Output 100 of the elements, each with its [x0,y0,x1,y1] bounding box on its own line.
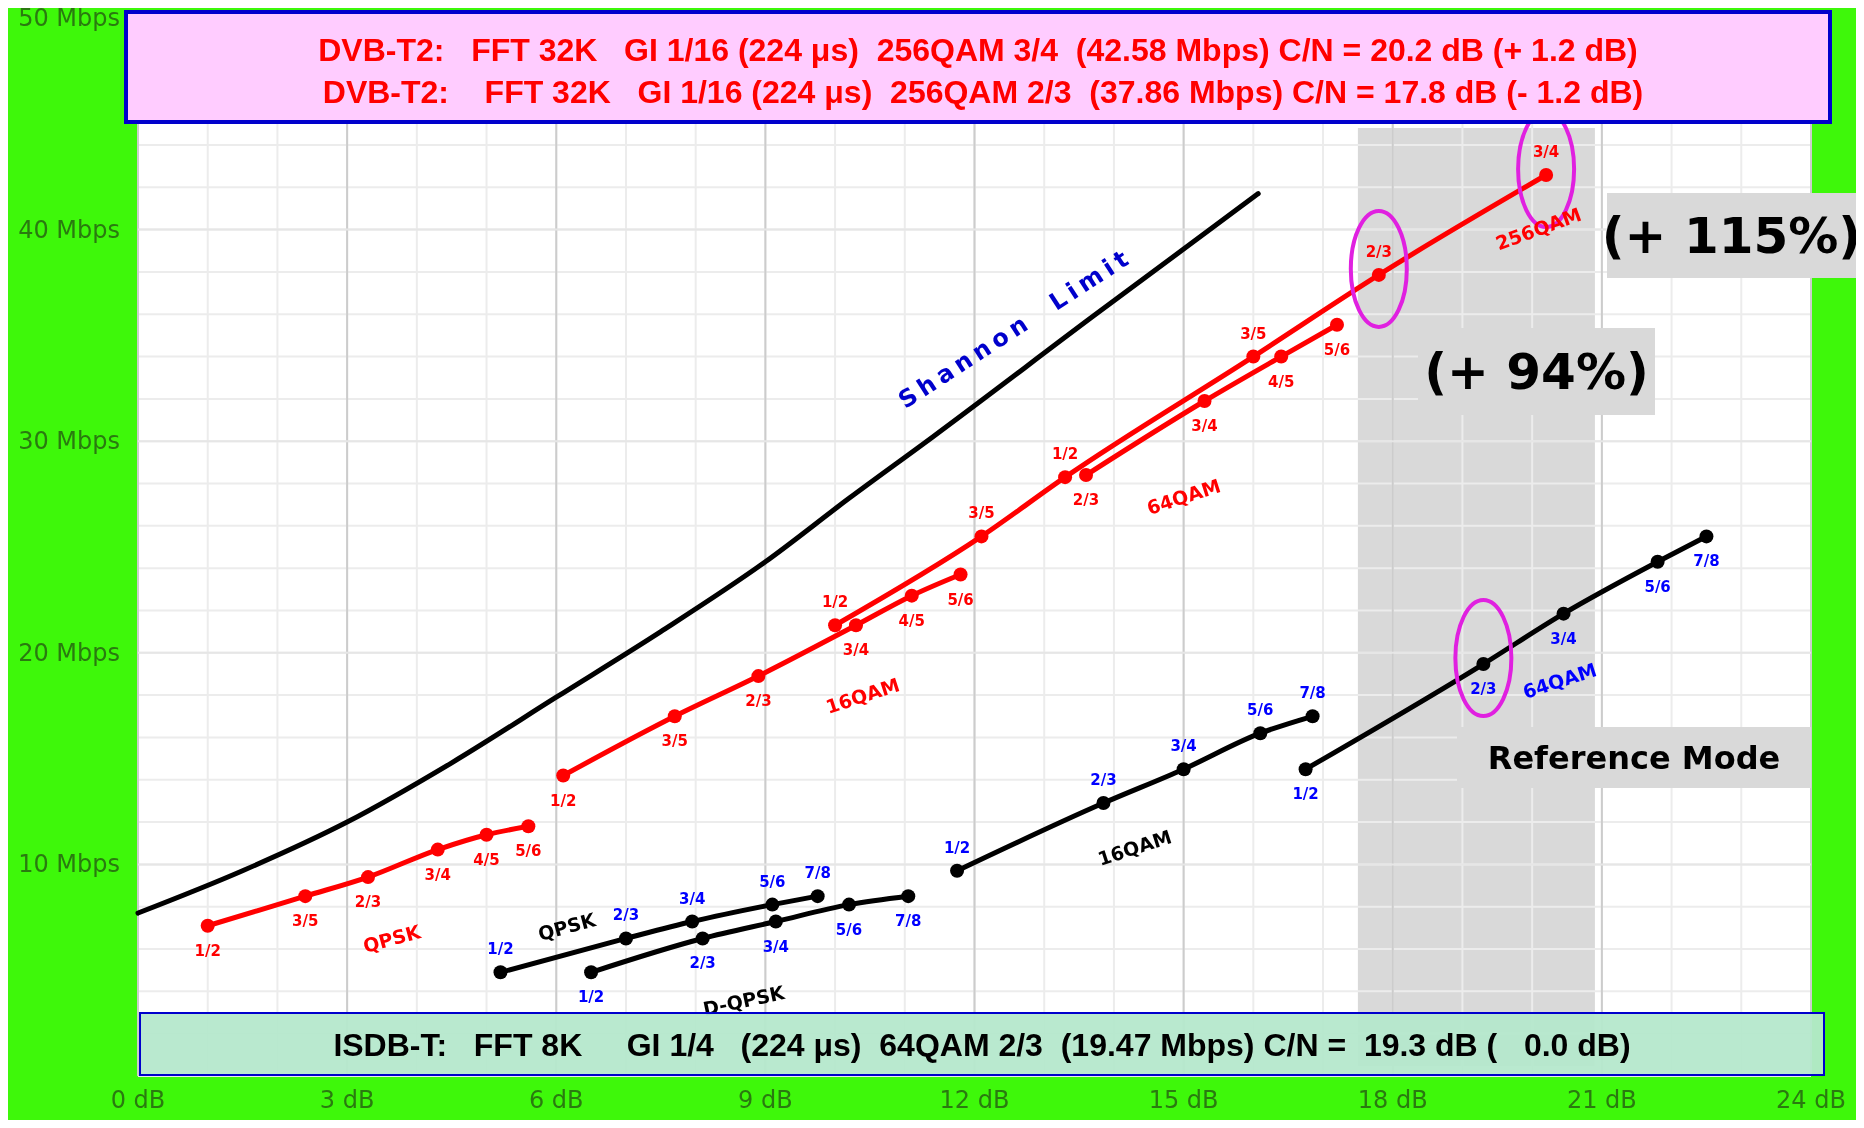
point [1650,554,1665,569]
text: DVB-T2: FFT 32K GI 1/16 (224 μs) 256QAM 2/3 (37.86 Mbps) C/N = 17.8 dB (- 1.2 dB) [322,74,1644,110]
annotation: ISDB-T: FFT 8K GI 1/4 (224 μs) 64QAM 2/3 (19.47 Mbps) C/N = 19.3 dB ( 0.0 dB) [333,1027,1631,1063]
point [1246,349,1261,364]
point [298,889,313,904]
point [556,768,571,783]
chart-title: DVB-T2: FFT 32K GI 1/16 (224 μs) 256QAM 3/4 (42.58 Mbps) C/N = 20.2 dB (+ 1.2 dB) [318,32,1638,68]
annotation: 1/2 [821,593,849,612]
point [751,669,766,684]
x-tick-label: 24 dB [1776,1086,1846,1114]
point [768,914,783,929]
point [1371,267,1386,282]
annotation: 5/6 [1323,340,1351,359]
point [618,931,633,946]
annotation: 2/3 [745,692,772,711]
point [842,897,857,912]
point [695,931,710,946]
annotation: 7/8 [1693,552,1720,571]
annotation: 5/6 [947,590,974,609]
x-tick-label: 15 dB [1148,1086,1219,1114]
annotation: 4/5 [473,850,500,869]
annotation: 1/2 [577,988,605,1007]
annotation: 1/2 [194,941,221,960]
point [1058,470,1073,485]
point [685,914,700,929]
annotation: 1/2 [943,838,971,857]
annotation: 3/4 [762,937,790,956]
annotation: 3/4 [1191,417,1218,435]
annotation: 1/2 [1292,785,1319,804]
annotation: 1/2 [550,791,577,810]
y-tick-label: 30 Mbps [18,427,120,456]
annotation: 7/8 [804,864,831,883]
annotation: 2/3 [354,893,382,912]
point [1298,762,1313,777]
x-tick-label: 3 dB [319,1086,375,1114]
annotation: 2/3 [1090,771,1117,790]
point [828,618,843,633]
point [953,567,968,582]
annotation: 4/5 [1268,372,1295,391]
annotation: QPSK [535,908,599,945]
point [584,965,599,980]
point [901,889,916,904]
point [1079,468,1094,483]
annotation: 7/8 [1299,684,1326,703]
annotation: 2/3 [1365,242,1392,261]
annotation: 3/4 [679,889,706,908]
annotation: 5/6 [1644,577,1671,596]
annotation: 2/3 [1072,491,1100,510]
point [667,709,682,724]
annotation: 5/6 [835,920,863,939]
annotation: 5/6 [759,872,786,891]
annotation: 3/5 [292,912,319,931]
point [1699,529,1714,544]
x-tick-label: 9 dB [738,1086,793,1114]
annotation: 7/8 [895,912,922,931]
annotation: D-QPSK [701,980,788,1020]
annotation: (+ 94%) [1424,342,1649,401]
annotation: 5/6 [1247,701,1274,720]
annotation: 3/4 [424,865,451,884]
y-tick-label: 20 Mbps [18,638,120,667]
point [1274,349,1289,364]
point [430,842,445,857]
x-tick-label: 21 dB [1566,1086,1637,1114]
point [765,897,780,912]
point [1176,762,1191,777]
point [810,889,825,904]
point [1305,709,1320,724]
annotation: 3/4 [1532,143,1560,162]
point [1539,168,1554,183]
point [1197,394,1212,408]
annotation: 3/4 [842,641,870,660]
point [361,870,376,885]
point [200,918,215,933]
y-tick-label: 50 Mbps [18,4,120,32]
annotation: Reference Mode [1487,738,1781,777]
point [1096,796,1111,811]
point [479,827,494,842]
x-tick-label: 18 dB [1357,1086,1428,1114]
x-tick-label: 6 dB [528,1086,584,1114]
annotation: 1/2 [487,940,514,959]
point [1476,657,1491,672]
annotation: 3/4 [1550,629,1577,648]
annotation: QPSK [360,920,424,957]
annotation: 3/5 [661,732,688,751]
point [950,863,965,878]
point [1556,606,1571,621]
annotation: 5/6 [515,842,542,861]
annotation: 3/4 [1170,737,1197,756]
point [849,618,863,633]
x-tick-label: 12 dB [939,1086,1010,1114]
point [904,588,919,603]
annotation: 1/2 [1051,445,1079,464]
point [1253,726,1268,741]
x-tick-label: 0 dB [110,1086,166,1114]
annotation: 2/3 [689,954,716,973]
annotation: 2/3 [1470,680,1497,699]
point [521,819,536,834]
annotation: 4/5 [898,611,925,630]
y-tick-label: 40 Mbps [18,215,120,244]
y-tick-label: 10 Mbps [18,850,120,879]
